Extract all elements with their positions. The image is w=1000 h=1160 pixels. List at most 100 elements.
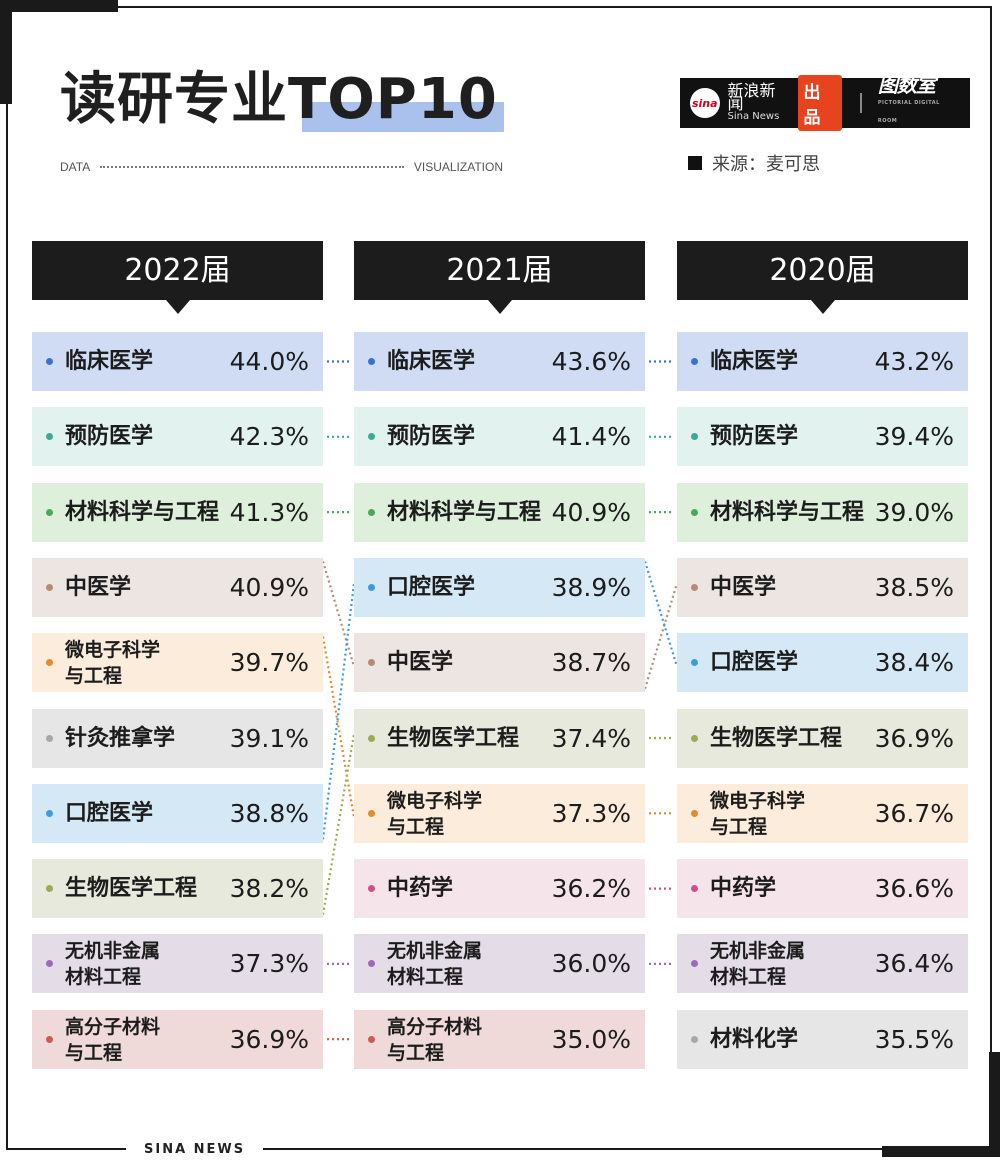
category-dot-icon xyxy=(368,810,375,817)
category-dot-icon xyxy=(691,735,698,742)
major-name: 中药学 xyxy=(710,876,875,902)
share-value: 36.9% xyxy=(229,1025,309,1054)
major-name: 无机非金属 材料工程 xyxy=(710,938,875,990)
major-name-line: 生物医学工程 xyxy=(387,725,520,751)
produced-badge: 出品 xyxy=(798,75,842,131)
category-dot-icon xyxy=(46,810,53,817)
share-value: 36.7% xyxy=(874,799,954,828)
major-name-line: 材料工程 xyxy=(65,965,142,988)
major-name-line: 材料工程 xyxy=(710,965,787,988)
source-note: 来源：麦可思 xyxy=(688,150,820,176)
category-dot-icon xyxy=(691,659,698,666)
share-value: 39.1% xyxy=(229,724,309,753)
major-name: 材料化学 xyxy=(710,1027,875,1053)
page-title: 读研专业TOP10 xyxy=(60,67,498,132)
category-dot-icon xyxy=(368,358,375,365)
category-dot-icon xyxy=(368,584,375,591)
category-dot-icon xyxy=(46,960,53,967)
ranking-cell: 口腔医学 38.4% xyxy=(677,633,968,692)
major-name-line: 微电子科学 xyxy=(65,638,161,661)
share-value: 36.2% xyxy=(551,874,631,903)
major-name-line: 与工程 xyxy=(387,815,445,838)
major-name: 口腔医学 xyxy=(710,650,875,676)
category-dot-icon xyxy=(46,1036,53,1043)
share-value: 38.9% xyxy=(551,573,631,602)
category-dot-icon xyxy=(691,509,698,516)
major-name-line: 微电子科学 xyxy=(710,789,806,812)
major-name: 高分子材料 与工程 xyxy=(65,1014,230,1066)
ranking-cell: 临床医学 43.6% xyxy=(354,332,645,391)
major-name: 针灸推拿学 xyxy=(65,726,230,752)
ranking-cell: 预防医学 39.4% xyxy=(677,407,968,466)
rank-connector-line xyxy=(643,583,679,690)
category-dot-icon xyxy=(46,358,53,365)
major-name-line: 预防医学 xyxy=(65,423,154,449)
rank-connector-line xyxy=(321,636,356,818)
category-dot-icon xyxy=(368,659,375,666)
ranking-cell: 口腔医学 38.9% xyxy=(354,558,645,617)
footer-label: SINA NEWS xyxy=(126,1142,264,1157)
share-value: 40.9% xyxy=(229,573,309,602)
major-name-line: 口腔医学 xyxy=(387,574,476,600)
category-dot-icon xyxy=(368,433,375,440)
category-dot-icon xyxy=(368,1036,375,1043)
share-value: 39.4% xyxy=(874,422,954,451)
subtitle-row: DATA VISUALIZATION xyxy=(60,158,503,176)
sub-right-label: VISUALIZATION xyxy=(413,160,503,174)
share-value: 38.5% xyxy=(874,573,954,602)
corner-mark-right xyxy=(989,1052,1000,1157)
major-name: 中医学 xyxy=(65,575,230,601)
major-name-line: 与工程 xyxy=(65,1041,123,1064)
column-header-2022: 2022届 xyxy=(32,241,323,314)
category-dot-icon xyxy=(691,1036,698,1043)
major-name: 口腔医学 xyxy=(65,801,230,827)
major-name-line: 材料科学与工程 xyxy=(65,499,220,525)
major-name-line: 与工程 xyxy=(387,1041,445,1064)
share-value: 35.5% xyxy=(874,1025,954,1054)
tushushi-brand: 图数室 xyxy=(877,73,936,97)
major-name-line: 临床医学 xyxy=(65,348,154,374)
ranking-cell: 高分子材料 与工程 35.0% xyxy=(354,1010,645,1069)
source-text: 来源：麦可思 xyxy=(712,154,820,175)
share-value: 38.8% xyxy=(229,799,309,828)
tushushi-logo: 图数室 PICTORIAL DIGITAL ROOM xyxy=(877,73,960,130)
major-name: 预防医学 xyxy=(65,424,230,450)
ranking-cell: 材料科学与工程 39.0% xyxy=(677,483,968,542)
category-dot-icon xyxy=(691,433,698,440)
category-dot-icon xyxy=(368,509,375,516)
share-value: 39.0% xyxy=(874,498,954,527)
title-block: 读研专业TOP10 xyxy=(60,60,504,140)
major-name: 无机非金属 材料工程 xyxy=(65,938,230,990)
major-name: 预防医学 xyxy=(387,424,552,450)
major-name-line: 材料工程 xyxy=(387,965,464,988)
ranking-cell: 无机非金属 材料工程 37.3% xyxy=(32,934,323,993)
major-name-line: 无机非金属 xyxy=(710,939,806,962)
ranking-cell: 针灸推拿学 39.1% xyxy=(32,709,323,768)
share-value: 35.0% xyxy=(551,1025,631,1054)
major-name: 生物医学工程 xyxy=(387,726,552,752)
ranking-cell: 材料化学 35.5% xyxy=(677,1010,968,1069)
share-value: 42.3% xyxy=(229,422,309,451)
major-name-line: 材料科学与工程 xyxy=(387,499,542,525)
sina-news-en: Sina News xyxy=(727,110,780,122)
title-highlight xyxy=(302,102,504,132)
page-frame xyxy=(6,6,992,1150)
rank-connector-line xyxy=(321,733,356,915)
category-dot-icon xyxy=(368,735,375,742)
major-name: 临床医学 xyxy=(710,349,875,375)
major-name-line: 与工程 xyxy=(65,664,123,687)
category-dot-icon xyxy=(46,885,53,892)
major-name-line: 预防医学 xyxy=(710,423,799,449)
ranking-cell: 无机非金属 材料工程 36.4% xyxy=(677,934,968,993)
logo-separator xyxy=(859,93,862,113)
share-value: 36.9% xyxy=(874,724,954,753)
category-dot-icon xyxy=(368,960,375,967)
major-name: 临床医学 xyxy=(387,349,552,375)
major-name: 微电子科学 与工程 xyxy=(710,788,875,840)
ranking-cell: 预防医学 41.4% xyxy=(354,407,645,466)
share-value: 37.3% xyxy=(229,949,309,978)
share-value: 41.3% xyxy=(229,498,309,527)
major-name-line: 针灸推拿学 xyxy=(65,725,176,751)
major-name-line: 临床医学 xyxy=(387,348,476,374)
